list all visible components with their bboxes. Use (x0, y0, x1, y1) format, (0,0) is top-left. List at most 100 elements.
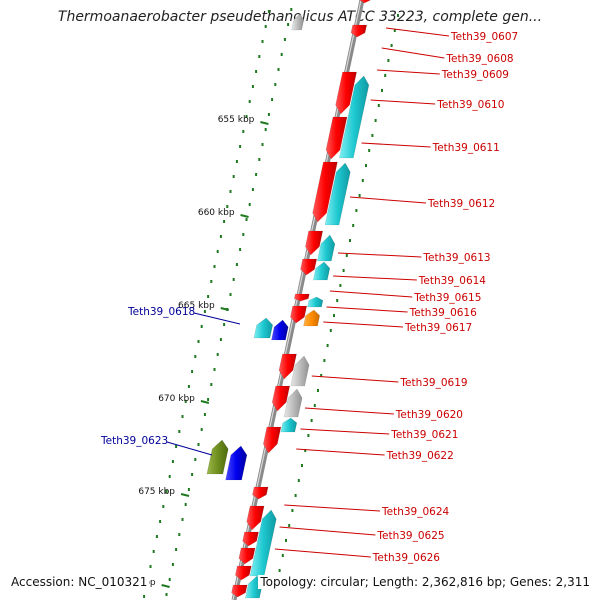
gene-label: Teth39_0608 (445, 53, 513, 65)
label-leader-line (381, 47, 445, 59)
gene-arrow-red (300, 258, 318, 276)
scale-dot (301, 464, 303, 467)
scale-dot (229, 190, 232, 193)
scale-dot (336, 299, 339, 302)
scale-dot (349, 239, 351, 242)
gene-arrow-red (293, 293, 310, 302)
scale-dot (210, 383, 213, 386)
scale-dot (365, 164, 367, 167)
gene-arrow-red (350, 24, 368, 38)
gene-label: Teth39_0621 (390, 429, 458, 441)
gene-label: Teth39_0620 (395, 409, 463, 421)
gene-arrow-red (290, 305, 308, 324)
scale-dot (191, 473, 194, 476)
scale-dot (226, 205, 229, 208)
label-leader-line (304, 407, 394, 415)
scale-dot (264, 128, 267, 131)
scale-dot (184, 400, 187, 403)
scale-dot (203, 310, 206, 313)
scale-dot (175, 548, 178, 551)
scale-dot (329, 329, 332, 332)
scale-dot (187, 385, 190, 388)
gene-arrow-red (234, 565, 252, 581)
scale-dot (232, 278, 235, 281)
gene-label: Teth39_0610 (436, 99, 504, 111)
gene-arrow-red (278, 353, 297, 380)
gene-label: Teth39_0614 (418, 275, 487, 287)
gene-arrow-red (242, 531, 259, 547)
scale-dots (143, 8, 399, 598)
label-leaders (166, 27, 450, 558)
scale-dot (384, 74, 387, 77)
scale-dot (310, 419, 313, 422)
scale-dot (162, 505, 165, 508)
scale-dot (175, 445, 178, 448)
scale-dot (149, 565, 152, 568)
scale-dot (320, 374, 323, 377)
scale-dot (229, 293, 232, 296)
scale-dot (248, 100, 251, 103)
scale-dot (245, 218, 248, 221)
gene-label: Teth39_0612 (427, 198, 495, 210)
scale-dot (345, 254, 348, 257)
label-leader-line (193, 312, 241, 325)
scale-dot (178, 430, 181, 433)
scale-dot (390, 44, 393, 47)
scale-dot (326, 344, 329, 347)
scale-dot (181, 518, 184, 521)
label-leader-line (323, 321, 404, 328)
scale-dot (271, 98, 274, 101)
scale-dot (333, 314, 335, 317)
scale-tick-label: 670 kbp (158, 394, 195, 404)
gene-arrow-blue (225, 445, 248, 481)
scale-dot (194, 458, 197, 461)
scale-dot (317, 389, 319, 392)
scale-dot (187, 488, 190, 491)
scale-dot (261, 143, 264, 146)
scale-tick-mark (161, 584, 170, 588)
label-leader-line (385, 27, 450, 37)
gene-label: Teth39_0625 (376, 530, 444, 542)
scale-dot (387, 59, 390, 62)
label-leader-line (274, 548, 371, 558)
gene-label: Teth39_0622 (386, 450, 454, 462)
scale-dot (197, 443, 200, 446)
scale-dot (251, 85, 254, 88)
gene-label: Teth39_0616 (409, 307, 478, 319)
scale-dot (171, 460, 174, 463)
scale-tick-label: 655 kbp (218, 115, 255, 125)
scale-dot (168, 578, 171, 581)
scale-dot (200, 325, 203, 328)
gene-label: Teth39_0623 (100, 435, 168, 447)
scale-dot (258, 55, 261, 58)
label-leader-line (166, 441, 213, 456)
scale-dot (255, 70, 258, 73)
scale-dot (178, 533, 181, 536)
scale-dot (258, 158, 261, 161)
gene-label: Teth39_0609 (441, 69, 509, 81)
label-leader-line (338, 252, 422, 258)
scale-dot (285, 539, 287, 542)
gene-block (316, 234, 336, 262)
scale-dot (159, 520, 162, 523)
scale-dot (278, 569, 281, 572)
scale-dot (165, 593, 168, 596)
gene-label: Teth39_0624 (381, 506, 450, 518)
scale-dot (143, 595, 146, 598)
topology-text: Topology: circular; Length: 2,362,816 bp… (258, 575, 592, 589)
scale-dot (355, 209, 358, 212)
label-leader-line (326, 306, 408, 313)
scale-dot (264, 25, 267, 28)
label-leader-line (279, 526, 376, 536)
gene-block (283, 388, 303, 418)
label-leader-line (349, 196, 427, 204)
gene-label: Teth39_0613 (422, 252, 490, 264)
scale-dot (288, 524, 291, 527)
gene-block-grey (291, 13, 305, 31)
scale-dot (239, 145, 242, 148)
scale-dot (184, 503, 187, 506)
scale-dot (168, 475, 171, 478)
scale-dot (307, 434, 310, 437)
scale-dot (191, 370, 194, 373)
